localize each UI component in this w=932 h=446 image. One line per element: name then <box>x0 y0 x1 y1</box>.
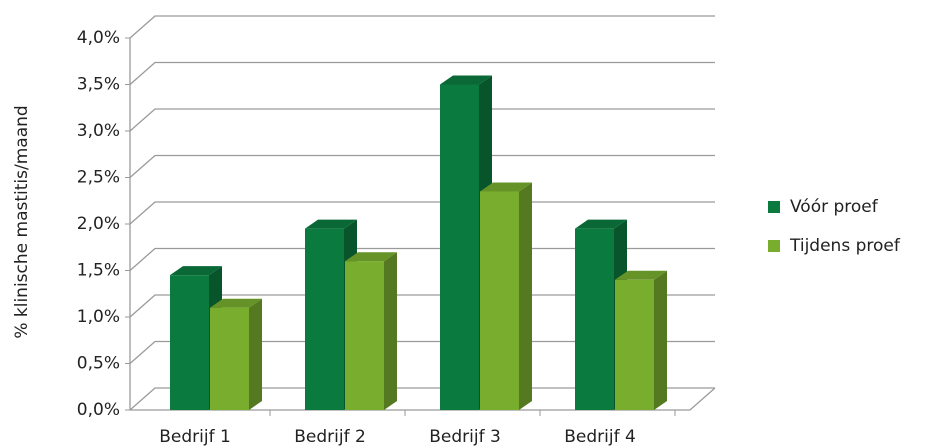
grid-line <box>129 15 715 39</box>
x-tick-label: Bedrijf 4 <box>564 427 636 446</box>
legend-label: Vóór proef <box>790 197 879 217</box>
legend-swatch <box>768 240 780 252</box>
bar-top <box>575 219 627 229</box>
y-tick-label: 1,5% <box>77 261 120 281</box>
bar-side <box>519 182 532 410</box>
y-tick-label: 1,0% <box>77 307 120 327</box>
bar <box>345 261 384 410</box>
bar <box>575 228 614 410</box>
bar <box>440 84 479 410</box>
grid-line <box>129 108 715 132</box>
bar-side <box>249 298 262 410</box>
y-tick-label: 3,0% <box>77 121 120 141</box>
bar-top <box>210 298 262 308</box>
bar <box>305 228 344 410</box>
bar <box>170 275 209 410</box>
x-tick-label: Bedrijf 2 <box>294 427 366 446</box>
bar-side <box>384 252 397 410</box>
y-tick-label: 3,5% <box>77 75 120 95</box>
bar-side <box>654 270 667 410</box>
y-tick-label: 2,0% <box>77 214 120 234</box>
y-tick-label: 4,0% <box>77 28 120 48</box>
y-tick-label: 0,5% <box>77 354 120 374</box>
grid-line <box>129 154 715 178</box>
bar-top <box>305 219 357 229</box>
bar <box>615 279 654 410</box>
bar-top <box>615 270 667 280</box>
y-tick-label: 2,5% <box>77 168 120 188</box>
bar <box>210 307 249 410</box>
y-tick-label: 0,0% <box>77 400 120 420</box>
grid-line <box>129 201 715 225</box>
bar-top <box>170 266 222 276</box>
bar-top <box>440 75 492 85</box>
legend-swatch <box>768 201 780 213</box>
x-tick-label: Bedrijf 3 <box>429 427 501 446</box>
y-axis-label: % klinische mastitis/maand <box>12 105 32 338</box>
bar-top <box>345 252 397 262</box>
bar-top <box>480 182 532 192</box>
grid-line <box>129 61 715 85</box>
bar <box>480 191 519 410</box>
x-tick-label: Bedrijf 1 <box>159 427 231 446</box>
legend-label: Tijdens proef <box>789 236 901 256</box>
